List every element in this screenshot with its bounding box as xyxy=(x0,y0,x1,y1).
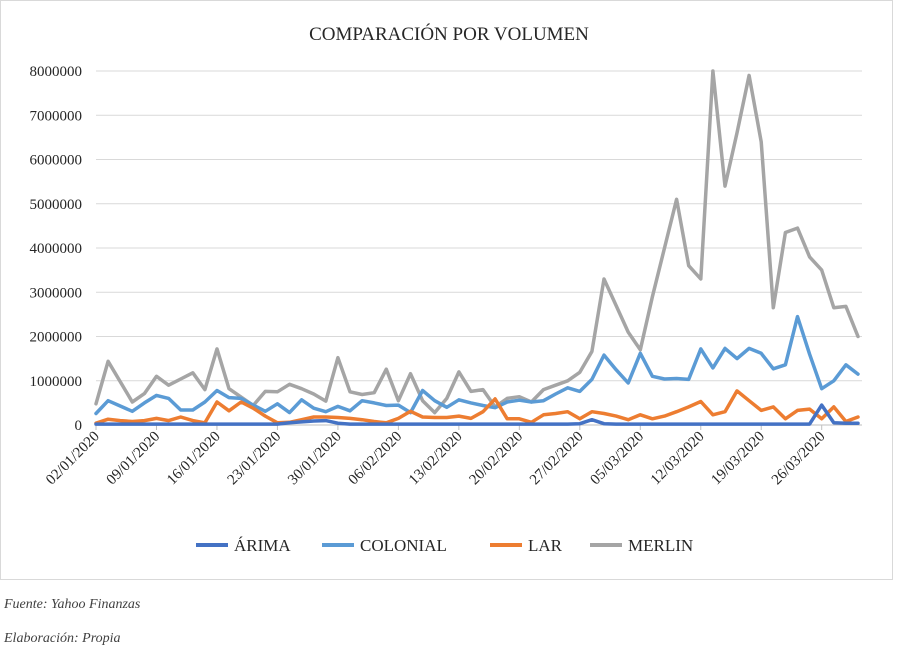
y-tick-label: 1000000 xyxy=(30,374,83,390)
y-tick-label: 4000000 xyxy=(30,241,83,257)
y-tick-label: 8000000 xyxy=(30,64,83,80)
volume-line-chart: COMPARACIÓN POR VOLUMEN 0 1000000 2000000 3… xyxy=(30,23,862,555)
x-tick-label: 30/01/2020 xyxy=(285,429,345,489)
x-tick-label: 16/01/2020 xyxy=(164,429,224,489)
series-line-lar xyxy=(94,389,860,425)
y-tick-label: 0 xyxy=(75,418,83,434)
chart-frame xyxy=(0,0,893,580)
x-tick-label: 09/01/2020 xyxy=(104,429,164,489)
x-tick-label: 20/02/2020 xyxy=(467,429,527,489)
series-line-merlin xyxy=(94,69,860,415)
source-note: Fuente: Yahoo Finanzas xyxy=(4,597,141,612)
legend-item: ÁRIMA xyxy=(196,536,291,555)
y-tick-label: 2000000 xyxy=(30,330,83,346)
series-line-árima xyxy=(94,403,860,426)
legend-label: ÁRIMA xyxy=(234,536,291,555)
legend-item: COLONIAL xyxy=(322,536,447,555)
x-tick-label: 13/02/2020 xyxy=(406,429,466,489)
x-tick-label: 06/02/2020 xyxy=(346,429,406,489)
legend-label: COLONIAL xyxy=(360,536,447,555)
legend-label: LAR xyxy=(528,536,563,555)
legend-item: LAR xyxy=(490,536,563,555)
x-tick-label: 05/03/2020 xyxy=(587,429,647,489)
x-tick-label: 12/03/2020 xyxy=(648,429,708,489)
y-tick-label: 7000000 xyxy=(30,108,83,124)
legend-item: MERLIN xyxy=(590,536,693,555)
x-tick-label: 23/01/2020 xyxy=(225,429,285,489)
y-tick-label: 6000000 xyxy=(30,153,83,169)
y-tick-label: 3000000 xyxy=(30,285,83,301)
x-tick-label: 27/02/2020 xyxy=(527,429,587,489)
legend-label: MERLIN xyxy=(628,536,693,555)
x-tick-label: 02/01/2020 xyxy=(43,429,103,489)
x-tick-label: 19/03/2020 xyxy=(708,429,768,489)
chart-title: COMPARACIÓN POR VOLUMEN xyxy=(309,23,589,45)
elaboration-note: Elaboración: Propia xyxy=(4,631,121,646)
y-tick-label: 5000000 xyxy=(30,197,83,213)
series-line-colonial xyxy=(94,314,860,416)
x-tick-label: 26/03/2020 xyxy=(769,429,829,489)
